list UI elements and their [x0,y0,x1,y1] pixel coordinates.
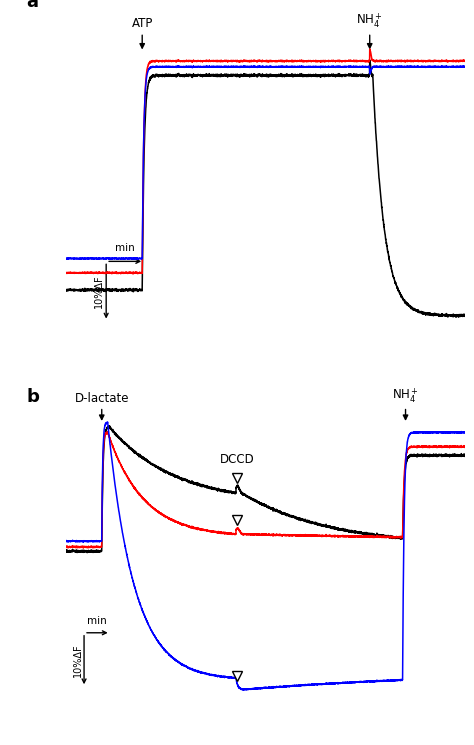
Text: DCCD: DCCD [220,453,255,466]
Text: NH$_4^+$: NH$_4^+$ [392,387,419,405]
Text: ATP: ATP [131,16,153,30]
Text: 10%ΔF: 10%ΔF [73,643,82,676]
Text: 10%ΔF: 10%ΔF [94,275,104,308]
Text: a: a [27,0,38,10]
Text: min: min [87,615,107,626]
Text: min: min [115,243,135,253]
Text: b: b [27,387,39,406]
Text: NH$_4^+$: NH$_4^+$ [356,10,383,30]
Text: D-lactate: D-lactate [74,392,129,405]
